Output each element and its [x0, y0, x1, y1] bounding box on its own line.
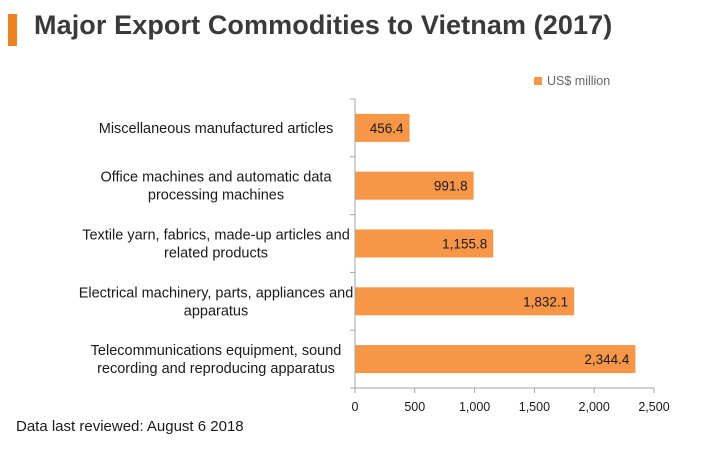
chart-title: Major Export Commodities to Vietnam (201… — [34, 10, 613, 40]
category-label: Textile yarn, fabrics, made-up articles … — [82, 228, 350, 244]
x-tick-label: 2,500 — [638, 400, 669, 414]
data-label: 1,155.8 — [442, 237, 487, 252]
bar — [355, 287, 575, 316]
bar — [355, 171, 474, 200]
x-tick-label: 1,500 — [519, 400, 550, 414]
category-label: Telecommunications equipment, sound — [91, 343, 342, 359]
data-label: 991.8 — [434, 179, 468, 194]
category-label: Office machines and automatic data — [100, 170, 332, 186]
title-accent-bar — [8, 14, 17, 46]
bar — [355, 113, 410, 142]
bar — [355, 229, 494, 258]
data-label: 1,832.1 — [523, 294, 568, 309]
footnote: Data last reviewed: August 6 2018 — [16, 418, 244, 435]
category-label: related products — [164, 246, 268, 262]
x-tick-label: 2,000 — [579, 400, 610, 414]
bar — [355, 345, 636, 374]
category-label: recording and reproducing apparatus — [97, 361, 335, 377]
category-label: Electrical machinery, parts, appliances … — [79, 285, 354, 301]
category-label: apparatus — [184, 303, 249, 319]
data-label: 456.4 — [370, 121, 404, 136]
legend-label: US$ million — [547, 74, 611, 88]
x-tick-label: 0 — [352, 400, 359, 414]
x-tick-label: 500 — [404, 400, 425, 414]
x-tick-label: 1,000 — [459, 400, 490, 414]
data-label: 2,344.4 — [584, 352, 630, 367]
category-label: Miscellaneous manufactured articles — [99, 121, 334, 137]
legend: US$ million — [534, 74, 610, 88]
category-label: processing machines — [148, 188, 284, 204]
legend-swatch — [534, 77, 542, 85]
